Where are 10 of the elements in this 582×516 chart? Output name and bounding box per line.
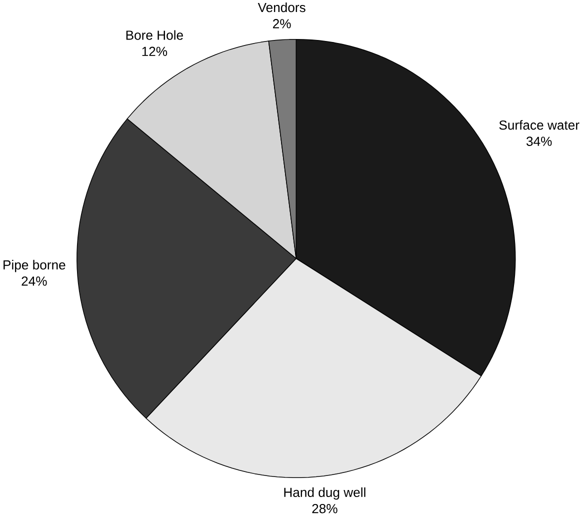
data-label: 24% (22, 276, 47, 286)
data-label: 28% (312, 504, 338, 514)
slice-label: Bore Hole (126, 30, 183, 40)
slice-label: Vendors (258, 2, 306, 12)
slice-label: Hand dug well (284, 488, 366, 500)
data-label: 12% (142, 46, 168, 56)
slice-label: Surface water (499, 120, 580, 130)
data-label: 34% (526, 136, 552, 146)
slice-label: Pipe borne (4, 260, 66, 272)
data-label: 2% (273, 19, 291, 28)
